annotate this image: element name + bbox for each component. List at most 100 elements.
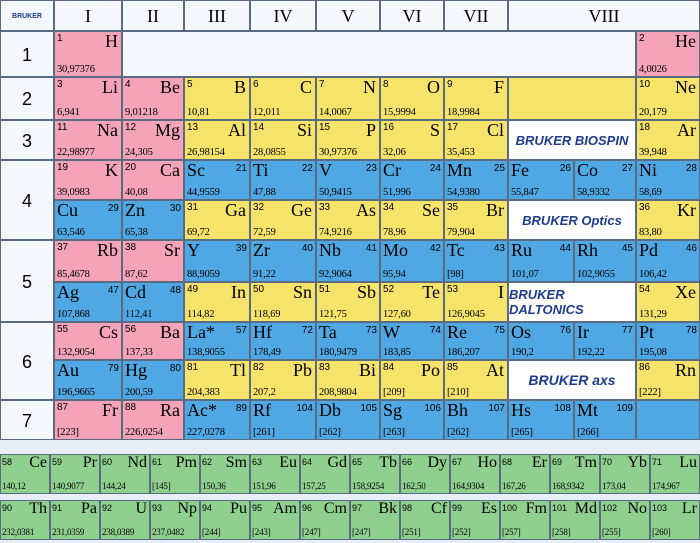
- element-au[interactable]: 79 Au 196,9665: [54, 360, 122, 400]
- element-fm[interactable]: 100 Fm [257]: [500, 500, 550, 540]
- element-ar[interactable]: 18 Ar 39,948: [636, 120, 700, 160]
- element-cm[interactable]: 96 Cm [247]: [300, 500, 350, 540]
- element-tb[interactable]: 65 Tb 158,9254: [350, 454, 400, 494]
- element-th[interactable]: 90 Th 232,0381: [0, 500, 50, 540]
- element-lu[interactable]: 71 Lu 174,967: [650, 454, 700, 494]
- element-y[interactable]: 39 Y 88,9059: [184, 240, 250, 282]
- element-nb[interactable]: 41 Nb 92,9064: [316, 240, 380, 282]
- element-ra[interactable]: 88 Ra 226,0254: [122, 400, 184, 440]
- element-ag[interactable]: 47 Ag 107,868: [54, 282, 122, 322]
- element-he[interactable]: 2 He 4,0026: [636, 31, 700, 77]
- element-cl[interactable]: 17 Cl 35,453: [444, 120, 508, 160]
- element-ta[interactable]: 73 Ta 180,9479: [316, 322, 380, 360]
- element-mo[interactable]: 42 Mo 95,94: [380, 240, 444, 282]
- element-k[interactable]: 19 K 39,0983: [54, 160, 122, 200]
- element-pm[interactable]: 61 Pm [145]: [150, 454, 200, 494]
- element-ac[interactable]: 89 Ac* 227,0278: [184, 400, 250, 440]
- element-tl[interactable]: 81 Tl 204,383: [184, 360, 250, 400]
- element-u[interactable]: 92 U 238,0389: [100, 500, 150, 540]
- element-c[interactable]: 6 C 12,011: [250, 77, 316, 120]
- element-rh[interactable]: 45 Rh 102,9055: [574, 240, 636, 282]
- element-ge[interactable]: 32 Ge 72,59: [250, 200, 316, 240]
- element-pb[interactable]: 82 Pb 207,2: [250, 360, 316, 400]
- element-fe[interactable]: 26 Fe 55,847: [508, 160, 574, 200]
- element-se[interactable]: 34 Se 78,96: [380, 200, 444, 240]
- element-db[interactable]: 105 Db [262]: [316, 400, 380, 440]
- element-os[interactable]: 76 Os 190,2: [508, 322, 574, 360]
- element-bi[interactable]: 83 Bi 208,9804: [316, 360, 380, 400]
- element-lr[interactable]: 103 Lr [260]: [650, 500, 700, 540]
- element-bh[interactable]: 107 Bh [262]: [444, 400, 508, 440]
- element-cr[interactable]: 24 Cr 51,996: [380, 160, 444, 200]
- element-na[interactable]: 11 Na 22,98977: [54, 120, 122, 160]
- element-tc[interactable]: 43 Tc [98]: [444, 240, 508, 282]
- element-co[interactable]: 27 Co 58,9332: [574, 160, 636, 200]
- element-as[interactable]: 33 As 74,9216: [316, 200, 380, 240]
- element-gd[interactable]: 64 Gd 157,25: [300, 454, 350, 494]
- element-o[interactable]: 8 O 15,9994: [380, 77, 444, 120]
- element-s[interactable]: 16 S 32,06: [380, 120, 444, 160]
- element-i[interactable]: 53 I 126,9045: [444, 282, 508, 322]
- element-ca[interactable]: 20 Ca 40,08: [122, 160, 184, 200]
- element-bk[interactable]: 97 Bk [247]: [350, 500, 400, 540]
- element-es[interactable]: 99 Es [252]: [450, 500, 500, 540]
- element-br[interactable]: 35 Br 79,904: [444, 200, 508, 240]
- element-p[interactable]: 15 P 30,97376: [316, 120, 380, 160]
- element-be[interactable]: 4 Be 9,01218: [122, 77, 184, 120]
- element-rb[interactable]: 37 Rb 85,4678: [54, 240, 122, 282]
- element-mg[interactable]: 12 Mg 24,305: [122, 120, 184, 160]
- element-ni[interactable]: 28 Ni 58,69: [636, 160, 700, 200]
- element-pd[interactable]: 46 Pd 106,42: [636, 240, 700, 282]
- element-ce[interactable]: 58 Ce 140,12: [0, 454, 50, 494]
- element-si[interactable]: 14 Si 28,0855: [250, 120, 316, 160]
- element-eu[interactable]: 63 Eu 151,96: [250, 454, 300, 494]
- element-no[interactable]: 102 No [255]: [600, 500, 650, 540]
- element-li[interactable]: 3 Li 6,941: [54, 77, 122, 120]
- element-ru[interactable]: 44 Ru 101,07: [508, 240, 574, 282]
- element-po[interactable]: 84 Po [209]: [380, 360, 444, 400]
- element-h[interactable]: 1 H 30,97376: [54, 31, 122, 77]
- element-in[interactable]: 49 In 114,82: [184, 282, 250, 322]
- element-la[interactable]: 57 La* 138,9055: [184, 322, 250, 360]
- element-np[interactable]: 93 Np 237,0482: [150, 500, 200, 540]
- element-ne[interactable]: 10 Ne 20,179: [636, 77, 700, 120]
- element-re[interactable]: 75 Re 186,207: [444, 322, 508, 360]
- element-cd[interactable]: 48 Cd 112,41: [122, 282, 184, 322]
- element-cf[interactable]: 98 Cf [251]: [400, 500, 450, 540]
- element-f[interactable]: 9 F 18,9984: [444, 77, 508, 120]
- element-sc[interactable]: 21 Sc 44,9559: [184, 160, 250, 200]
- element-cs[interactable]: 55 Cs 132,9054: [54, 322, 122, 360]
- element-sb[interactable]: 51 Sb 121,75: [316, 282, 380, 322]
- element-sm[interactable]: 62 Sm 150,36: [200, 454, 250, 494]
- element-am[interactable]: 95 Am [243]: [250, 500, 300, 540]
- element-er[interactable]: 68 Er 167,26: [500, 454, 550, 494]
- element-xe[interactable]: 54 Xe 131,29: [636, 282, 700, 322]
- element-mn[interactable]: 25 Mn 54,9380: [444, 160, 508, 200]
- element-yb[interactable]: 70 Yb 173,04: [600, 454, 650, 494]
- element-ir[interactable]: 77 Ir 192,22: [574, 322, 636, 360]
- element-ho[interactable]: 67 Ho 164,9304: [450, 454, 500, 494]
- element-hf[interactable]: 72 Hf 178,49: [250, 322, 316, 360]
- element-v[interactable]: 23 V 50,9415: [316, 160, 380, 200]
- element-at[interactable]: 85 At [210]: [444, 360, 508, 400]
- element-te[interactable]: 52 Te 127,60: [380, 282, 444, 322]
- element-rf[interactable]: 104 Rf [261]: [250, 400, 316, 440]
- element-b[interactable]: 5 B 10,81: [184, 77, 250, 120]
- element-n[interactable]: 7 N 14,0067: [316, 77, 380, 120]
- element-pa[interactable]: 91 Pa 231,0359: [50, 500, 100, 540]
- element-zr[interactable]: 40 Zr 91,22: [250, 240, 316, 282]
- element-ti[interactable]: 22 Ti 47,88: [250, 160, 316, 200]
- element-sn[interactable]: 50 Sn 118,69: [250, 282, 316, 322]
- element-fr[interactable]: 87 Fr [223]: [54, 400, 122, 440]
- element-al[interactable]: 13 Al 26,98154: [184, 120, 250, 160]
- element-rn[interactable]: 86 Rn [222]: [636, 360, 700, 400]
- element-sr[interactable]: 38 Sr 87,62: [122, 240, 184, 282]
- element-md[interactable]: 101 Md [258]: [550, 500, 600, 540]
- element-cu[interactable]: 29 Cu 63,546: [54, 200, 122, 240]
- element-pr[interactable]: 59 Pr 140,9077: [50, 454, 100, 494]
- element-hg[interactable]: 80 Hg 200,59: [122, 360, 184, 400]
- element-sg[interactable]: 106 Sg [263]: [380, 400, 444, 440]
- element-pu[interactable]: 94 Pu [244]: [200, 500, 250, 540]
- element-zn[interactable]: 30 Zn 65,38: [122, 200, 184, 240]
- element-hs[interactable]: 108 Hs [265]: [508, 400, 574, 440]
